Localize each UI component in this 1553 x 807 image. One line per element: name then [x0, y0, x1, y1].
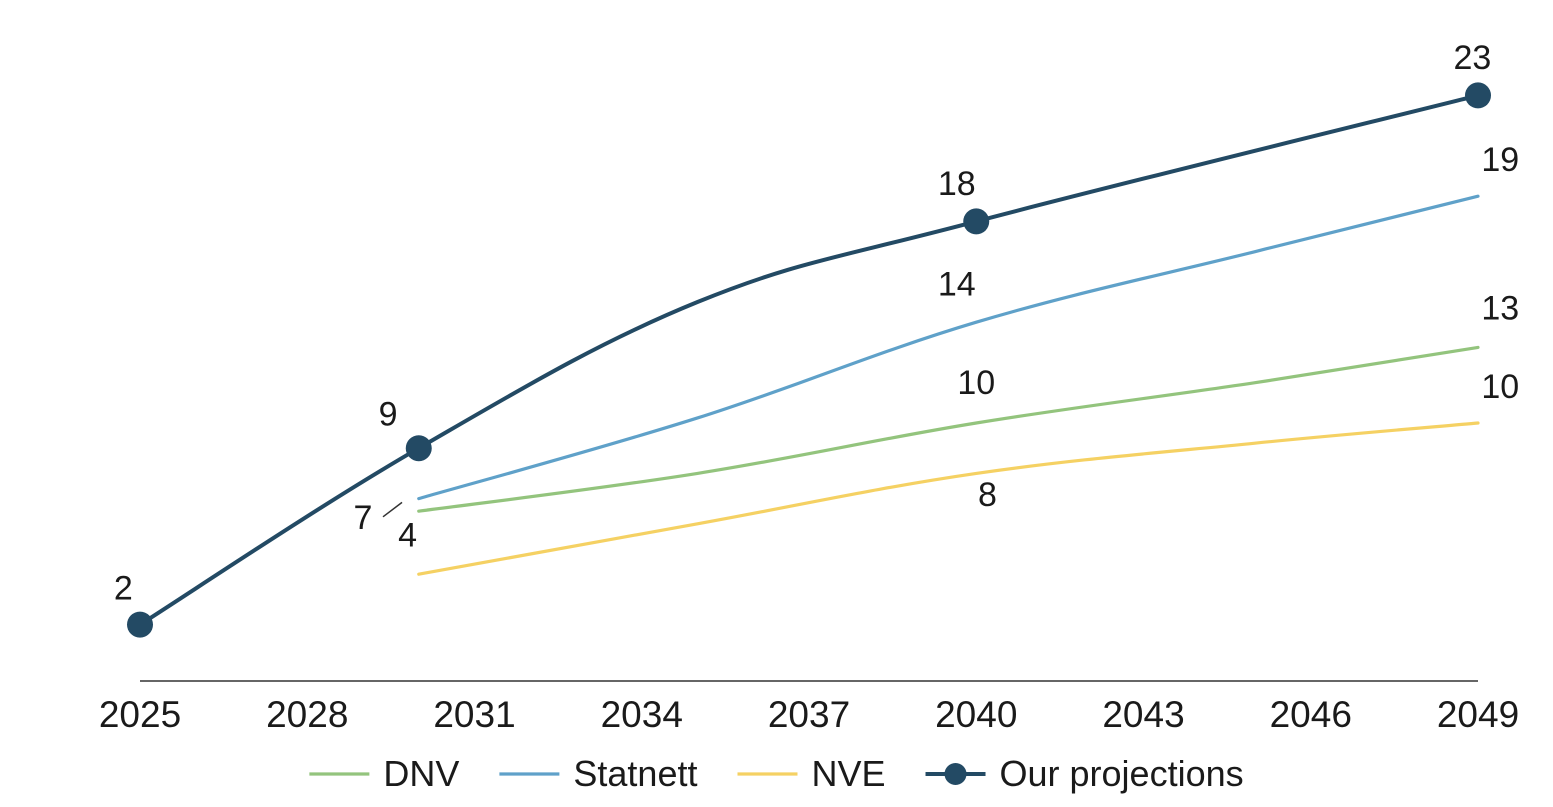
x-tick-2025: 2025 [99, 694, 181, 735]
point-our-projections-2030 [405, 435, 432, 462]
x-tick-2049: 2049 [1437, 694, 1519, 735]
point-our-projections-2049 [1465, 82, 1491, 109]
data-label-our-projections-2025: 2 [114, 569, 133, 607]
legend-label-statnett: Statnett [573, 753, 697, 794]
data-label-statnett-2049: 19 [1481, 141, 1519, 179]
x-tick-2040: 2040 [935, 694, 1017, 735]
data-label-layer: 4 10 13 14 19 8 10 2 9 18 23 7 [114, 39, 1519, 607]
legend-label-dnv: DNV [383, 753, 459, 794]
data-label-nve-2049: 10 [1481, 368, 1519, 406]
legend-item-dnv: DNV [309, 753, 459, 794]
x-tick-2034: 2034 [601, 694, 683, 735]
series-layer [127, 82, 1491, 638]
data-label-our-projections-2040: 18 [938, 165, 976, 203]
data-label-statnett-2040: 14 [938, 266, 976, 304]
data-label-our-projections-2030: 9 [379, 396, 398, 434]
legend-item-our-projections: Our projections [925, 753, 1244, 794]
series-line-nve [417, 421, 1480, 576]
data-label-dnv-2049: 13 [1481, 290, 1519, 328]
data-label-dnv-2040: 10 [957, 364, 995, 402]
x-tick-2046: 2046 [1270, 694, 1352, 735]
x-tick-2037: 2037 [768, 694, 850, 735]
x-tick-2031: 2031 [433, 694, 515, 735]
series-line-dnv [417, 345, 1480, 513]
x-tick-2028: 2028 [266, 694, 348, 735]
leader-line-0 [382, 501, 403, 518]
x-tick-layer: 2025 2028 2031 2034 2037 2040 2043 2046 2049 [99, 694, 1519, 735]
legend: DNV Statnett NVE Our projections [309, 753, 1244, 794]
x-tick-2043: 2043 [1102, 694, 1184, 735]
point-our-projections-2040 [963, 208, 990, 235]
series-line-statnett [417, 194, 1480, 501]
legend-item-statnett: Statnett [499, 753, 697, 794]
legend-item-nve: NVE [737, 753, 886, 794]
legend-marker-our-projections [944, 763, 967, 785]
extra-label-0: 7 [354, 499, 373, 537]
data-label-dnv-2030: 4 [398, 516, 417, 554]
data-label-nve-2040: 8 [978, 476, 997, 514]
legend-label-nve: NVE [811, 753, 885, 794]
legend-label-our-projections: Our projections [1000, 753, 1244, 794]
series-line-our-projections [138, 93, 1480, 627]
data-label-our-projections-2049: 23 [1454, 39, 1492, 77]
point-our-projections-2025 [127, 611, 153, 638]
